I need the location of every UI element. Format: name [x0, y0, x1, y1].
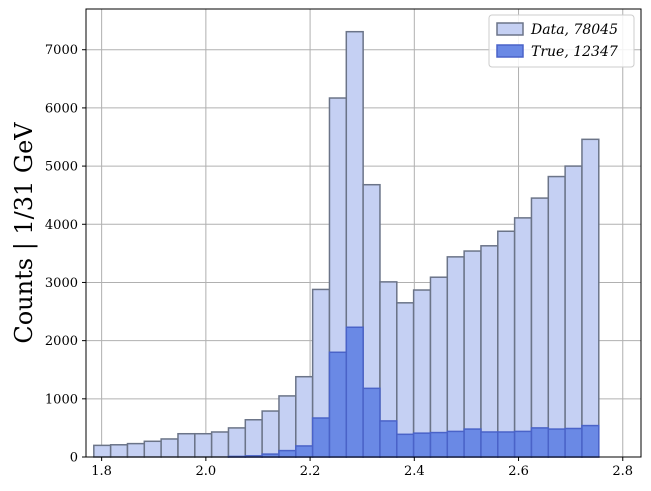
data-bar: [93, 444, 112, 458]
y-tick-label: 4000: [45, 218, 78, 233]
x-tick-label: 2.2: [300, 464, 321, 479]
data-bar: [463, 250, 482, 458]
data-bar: [412, 289, 432, 458]
y-tick-label: 6000: [45, 101, 78, 116]
true-bar: [547, 428, 566, 458]
data-bar: [109, 444, 129, 458]
data-bar: [210, 431, 230, 458]
x-tick-label: 2.6: [508, 464, 529, 479]
legend: Data, 78045 True, 12347: [488, 14, 635, 68]
true-bar: [311, 417, 331, 458]
data-bar: [480, 245, 499, 458]
data-bar: [126, 442, 146, 458]
x-tick-label: 2.8: [612, 464, 633, 479]
data-bar: [513, 217, 533, 458]
true-bar: [412, 432, 432, 458]
true-bar: [429, 431, 449, 458]
x-axis-ticks: 1.8 2.0 2.2 2.4 2.6 2.8: [91, 457, 633, 479]
true-bar: [463, 428, 482, 458]
x-tick-label: 1.8: [91, 464, 112, 479]
data-bar: [564, 165, 583, 458]
legend-box: [488, 14, 635, 68]
true-bar: [328, 351, 348, 458]
true-bar: [581, 424, 600, 458]
y-axis-label: Counts | 1/31 GeV: [10, 122, 39, 344]
data-bar: [244, 419, 263, 458]
true-bar: [564, 427, 583, 458]
data-bar: [497, 230, 516, 458]
y-tick-label: 0: [70, 451, 78, 466]
true-bar: [295, 445, 314, 458]
data-bar: [160, 438, 179, 458]
y-tick-label: 5000: [45, 160, 78, 175]
data-bar: [295, 375, 314, 458]
data-bar: [446, 256, 465, 458]
x-tick-label: 2.0: [196, 464, 217, 479]
data-bar: [227, 427, 247, 458]
true-bar: [497, 431, 516, 458]
true-bar: [530, 427, 550, 458]
data-bar: [278, 395, 297, 458]
y-axis-ticks: 0 1000 2000 3000 4000 5000 6000 7000: [45, 43, 86, 466]
y-tick-label: 2000: [45, 334, 78, 349]
data-bar: [194, 432, 213, 458]
true-bar: [480, 431, 499, 458]
true-bar: [396, 433, 415, 458]
data-bar: [261, 410, 280, 458]
legend-label: Data, 78045: [530, 22, 618, 38]
true-bar: [278, 449, 297, 458]
legend-swatch: [496, 44, 524, 58]
data-bar: [177, 432, 196, 458]
y-tick-label: 3000: [45, 276, 78, 291]
true-bar: [345, 326, 364, 458]
true-bar: [379, 420, 398, 458]
data-bar: [547, 175, 566, 458]
true-bar: [513, 430, 533, 458]
data-bar: [429, 276, 449, 458]
x-tick-label: 2.4: [404, 464, 425, 479]
plot-frame: [85, 8, 642, 458]
true-bar: [362, 387, 381, 458]
legend-swatch: [496, 22, 524, 36]
y-tick-label: 1000: [45, 392, 78, 407]
histogram-bars: [93, 30, 600, 458]
data-bar: [530, 197, 550, 458]
true-bar: [446, 430, 465, 458]
legend-label: True, 12347: [531, 44, 618, 60]
data-bar: [581, 138, 600, 458]
y-tick-label: 7000: [45, 43, 78, 58]
data-bar: [143, 440, 162, 458]
